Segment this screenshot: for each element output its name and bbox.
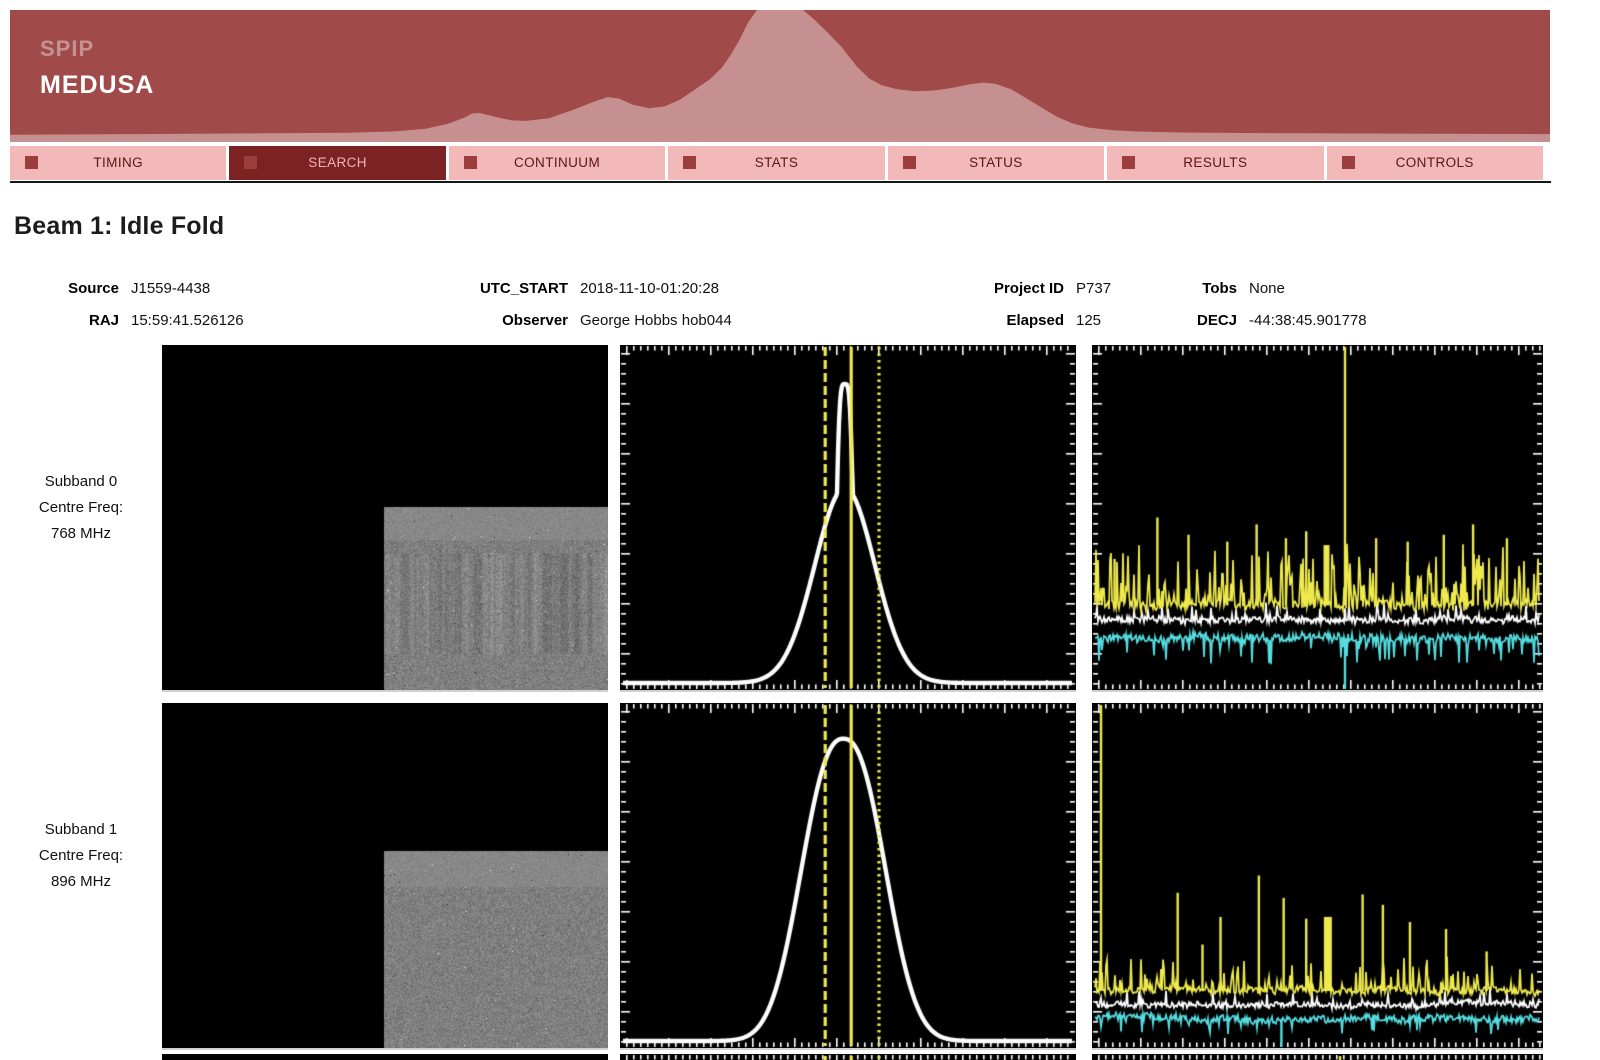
tab-label: TIMING	[93, 155, 144, 170]
subband1-bandpass-plot	[1092, 703, 1543, 1048]
meta-value-project-id: P737	[1076, 280, 1112, 297]
tab-square-icon	[463, 156, 477, 169]
meta-value-observer: George Hobbs hob044	[580, 312, 732, 329]
subband-name: Subband 1	[44, 821, 118, 838]
tab-label: RESULTS	[1183, 155, 1248, 170]
main-nav-tabs: TIMING SEARCH CONTINUUM STATS STATUS RES…	[10, 146, 1543, 180]
observation-metadata: Source J1559-4438 UTC_START 2018-11-10-0…	[0, 273, 1580, 337]
tab-label: CONTINUUM	[514, 155, 601, 170]
tab-label: STATUS	[969, 155, 1023, 170]
subband1-histogram-plot	[620, 703, 1076, 1048]
app-logo-medusa: MEDUSA	[40, 71, 155, 99]
tab-square-icon	[244, 156, 258, 169]
tab-controls[interactable]: CONTROLS	[1326, 146, 1543, 180]
subband2-bandpass-plot	[1092, 1054, 1543, 1060]
subband-centre-freq-caption: Centre Freq:	[38, 847, 124, 864]
meta-label-utc-start: UTC_START	[479, 280, 568, 297]
subband-centre-freq-value: 768 MHz	[50, 525, 112, 542]
meta-label-elapsed: Elapsed	[1006, 312, 1064, 329]
meta-value-elapsed: 125	[1076, 312, 1102, 329]
page-title: Beam 1: Idle Fold	[14, 212, 225, 240]
subband2-waterfall-plot	[162, 1054, 608, 1060]
meta-label-source: Source	[68, 280, 119, 297]
tab-search[interactable]: SEARCH	[229, 146, 446, 180]
metadata-row: Source J1559-4438 UTC_START 2018-11-10-0…	[0, 273, 1580, 305]
subband0-bandpass-plot	[1092, 345, 1543, 690]
header-spectrum-graphic	[10, 10, 1550, 142]
subband2-histogram-plot	[620, 1054, 1076, 1060]
subband0-label: Subband 0 Centre Freq: 768 MHz	[0, 469, 162, 547]
tab-label: CONTROLS	[1395, 155, 1474, 170]
nav-divider	[10, 181, 1551, 183]
subband0-waterfall-plot	[162, 345, 608, 690]
app-header: SPIP MEDUSA	[10, 10, 1550, 142]
subband1-waterfall-plot	[162, 703, 608, 1048]
tab-continuum[interactable]: CONTINUUM	[448, 146, 666, 180]
meta-label-decj: DECJ	[1196, 312, 1237, 329]
tab-results[interactable]: RESULTS	[1107, 146, 1324, 180]
meta-value-source: J1559-4438	[131, 280, 211, 297]
subband1-label: Subband 1 Centre Freq: 896 MHz	[0, 817, 162, 895]
app-brand: SPIP MEDUSA	[40, 36, 154, 100]
tab-square-icon	[1341, 156, 1355, 169]
tab-square-icon	[25, 156, 38, 169]
meta-label-raj: RAJ	[88, 312, 119, 329]
subband0-histogram-plot	[620, 345, 1076, 690]
meta-label-tobs: Tobs	[1202, 280, 1237, 297]
tab-label: STATS	[754, 155, 799, 170]
tab-square-icon	[683, 156, 697, 169]
tab-label: SEARCH	[308, 155, 367, 170]
tab-square-icon	[1122, 156, 1136, 169]
meta-label-project-id: Project ID	[993, 280, 1064, 297]
subband-centre-freq-caption: Centre Freq:	[38, 499, 124, 516]
meta-label-observer: Observer	[502, 312, 568, 329]
app-logo-spip: SPIP	[40, 36, 95, 61]
subband-centre-freq-value: 896 MHz	[50, 873, 112, 890]
tab-status[interactable]: STATUS	[887, 146, 1105, 180]
meta-value-utc-start: 2018-11-10-01:20:28	[580, 280, 719, 297]
subband-name: Subband 0	[44, 473, 118, 490]
meta-value-tobs: None	[1249, 280, 1285, 297]
tab-stats[interactable]: STATS	[668, 146, 885, 180]
meta-value-decj: -44:38:45.901778	[1249, 312, 1367, 329]
tab-square-icon	[902, 156, 916, 169]
meta-value-raj: 15:59:41.526126	[131, 312, 244, 329]
tab-timing[interactable]: TIMING	[10, 146, 227, 180]
metadata-row: RAJ 15:59:41.526126 Observer George Hobb…	[0, 305, 1580, 337]
